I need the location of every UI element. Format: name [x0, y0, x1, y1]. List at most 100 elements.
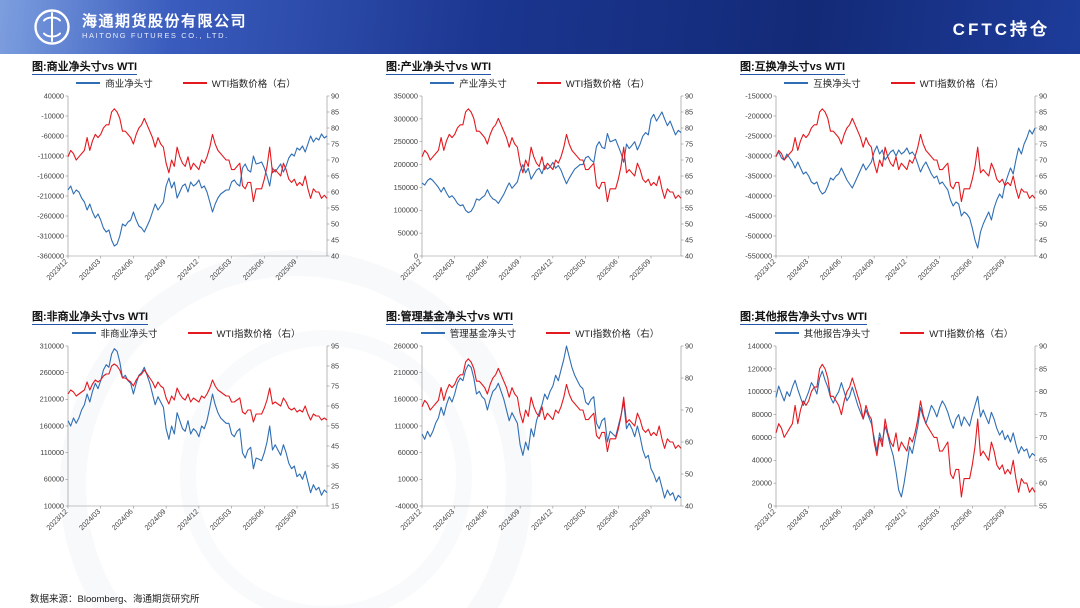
svg-text:-260000: -260000	[37, 211, 64, 220]
svg-text:-350000: -350000	[745, 171, 772, 180]
red-line-swatch	[900, 332, 925, 334]
svg-text:2024/03: 2024/03	[77, 257, 102, 282]
svg-text:45: 45	[1039, 235, 1047, 244]
svg-text:110000: 110000	[394, 421, 418, 430]
chart-panel-industry: 图:产业净头寸vs WTI 产业净头寸 WTI指数价格（右） 350000 300…	[372, 60, 708, 306]
svg-text:2025/06: 2025/06	[241, 507, 266, 532]
svg-text:100000: 100000	[394, 206, 418, 215]
svg-text:85: 85	[1039, 107, 1047, 116]
legend-label: WTI指数价格（右）	[575, 329, 660, 340]
svg-text:2023/12: 2023/12	[752, 507, 777, 532]
svg-text:85: 85	[685, 107, 693, 116]
svg-text:80: 80	[685, 373, 693, 382]
legend-item-wti: WTI指数价格（右）	[546, 326, 659, 340]
svg-text:-250000: -250000	[745, 131, 772, 140]
svg-text:65: 65	[331, 401, 339, 410]
chart-title-text: 图:互换净头寸vs WTI	[740, 61, 846, 75]
line-chart-commercial: 40000 -10000 -60000 -110000 -160000 -210000 -2…	[37, 91, 339, 282]
legend-item-net-position: 产业净头寸	[430, 76, 507, 90]
chart-legend: 管理基金净头寸 WTI指数价格（右）	[372, 326, 708, 340]
legend-item-net-position: 其他报告净头寸	[774, 326, 871, 340]
legend-item-wti: WTI指数价格（右）	[182, 76, 296, 90]
svg-text:45: 45	[331, 235, 339, 244]
svg-text:2024/03: 2024/03	[431, 507, 456, 532]
svg-text:2025/09: 2025/09	[981, 507, 1006, 532]
svg-text:2023/12: 2023/12	[752, 257, 777, 282]
svg-text:55: 55	[1039, 203, 1047, 212]
svg-text:2024/12: 2024/12	[883, 507, 908, 532]
svg-text:75: 75	[331, 381, 339, 390]
svg-text:2024/09: 2024/09	[497, 507, 522, 532]
svg-text:70: 70	[685, 155, 693, 164]
svg-text:75: 75	[1039, 410, 1047, 419]
svg-text:40: 40	[685, 501, 693, 510]
svg-text:2023/12: 2023/12	[44, 507, 69, 532]
svg-text:60: 60	[685, 187, 693, 196]
chart-panel-commercial: 图:商业净头寸vs WTI 商业净头寸 WTI指数价格（右） 40000 -100…	[18, 60, 354, 306]
svg-text:2023/12: 2023/12	[44, 257, 69, 282]
svg-text:2024/09: 2024/09	[851, 507, 876, 532]
svg-text:2024/06: 2024/06	[110, 507, 135, 532]
svg-text:80000: 80000	[752, 410, 772, 419]
red-line-swatch	[187, 332, 212, 334]
svg-text:2025/06: 2025/06	[241, 257, 266, 282]
svg-text:80: 80	[331, 123, 339, 132]
chart-title-text: 图:管理基金净头寸vs WTI	[386, 311, 514, 325]
chart-title: 图:互换净头寸vs WTI	[726, 60, 1062, 76]
chart-title-text: 图:商业净头寸vs WTI	[32, 61, 138, 75]
blue-line-swatch	[76, 82, 101, 84]
legend-item-wti: WTI指数价格（右）	[900, 326, 1013, 340]
legend-label: 产业净头寸	[459, 79, 507, 90]
svg-text:-400000: -400000	[745, 191, 772, 200]
svg-text:85: 85	[331, 107, 339, 116]
svg-text:-160000: -160000	[37, 171, 64, 180]
svg-text:65: 65	[1039, 171, 1047, 180]
legend-label: 其他报告净头寸	[803, 329, 871, 340]
chart-panel-other-reportables: 图:其他报告净头寸vs WTI 其他报告净头寸 WTI指数价格（右） 14000…	[726, 310, 1062, 556]
svg-text:25: 25	[331, 481, 339, 490]
svg-text:2024/03: 2024/03	[77, 507, 102, 532]
chart-panel-noncommercial: 图:非商业净头寸vs WTI 非商业净头寸 WTI指数价格（右） 310000 2…	[18, 310, 354, 556]
svg-text:-10000: -10000	[41, 111, 64, 120]
svg-text:260000: 260000	[40, 368, 64, 377]
company-name-en: HAITONG FUTURES CO., LTD.	[82, 31, 229, 41]
line-chart-other-reportables: 140000 120000 100000 80000 60000 40000 20000 0 9…	[748, 341, 1047, 532]
line-chart-swap: -150000 -200000 -250000 -300000 -350000 -4000…	[745, 91, 1047, 282]
svg-text:120000: 120000	[748, 364, 772, 373]
svg-text:50: 50	[1039, 219, 1047, 228]
svg-text:55: 55	[331, 421, 339, 430]
svg-text:40: 40	[685, 251, 693, 260]
svg-text:2025/06: 2025/06	[595, 507, 620, 532]
legend-label: WTI指数价格（右）	[929, 329, 1014, 340]
svg-text:90: 90	[1039, 91, 1047, 100]
svg-text:150000: 150000	[394, 183, 418, 192]
svg-text:95: 95	[331, 341, 339, 350]
legend-label: WTI指数价格（右）	[919, 79, 1004, 90]
svg-text:2024/12: 2024/12	[175, 507, 200, 532]
svg-text:110000: 110000	[40, 448, 64, 457]
svg-text:2024/09: 2024/09	[143, 257, 168, 282]
svg-text:-450000: -450000	[745, 211, 772, 220]
svg-text:2025/09: 2025/09	[273, 257, 298, 282]
red-line-swatch	[890, 82, 915, 84]
svg-text:50: 50	[685, 469, 693, 478]
svg-text:0: 0	[768, 501, 772, 510]
svg-text:60: 60	[685, 437, 693, 446]
svg-text:2024/09: 2024/09	[497, 257, 522, 282]
chart-title: 图:其他报告净头寸vs WTI	[726, 310, 1062, 326]
chart-legend: 商业净头寸 WTI指数价格（右）	[18, 76, 354, 90]
svg-text:10000: 10000	[398, 475, 418, 484]
svg-text:2024/03: 2024/03	[785, 507, 810, 532]
svg-text:-60000: -60000	[41, 131, 64, 140]
svg-text:2025/09: 2025/09	[273, 507, 298, 532]
svg-text:-150000: -150000	[745, 91, 772, 100]
header-bar: 海通期货股份有限公司 HAITONG FUTURES CO., LTD. CFT…	[0, 0, 1080, 54]
brand-text: 海通期货股份有限公司 HAITONG FUTURES CO., LTD.	[82, 12, 247, 41]
legend-item-wti: WTI指数价格（右）	[187, 326, 300, 340]
legend-label: WTI指数价格（右）	[211, 79, 296, 90]
svg-text:80: 80	[1039, 387, 1047, 396]
svg-text:2023/12: 2023/12	[398, 507, 423, 532]
brand: 海通期货股份有限公司 HAITONG FUTURES CO., LTD.	[32, 7, 247, 47]
svg-text:90: 90	[685, 91, 693, 100]
svg-text:310000: 310000	[40, 341, 64, 350]
